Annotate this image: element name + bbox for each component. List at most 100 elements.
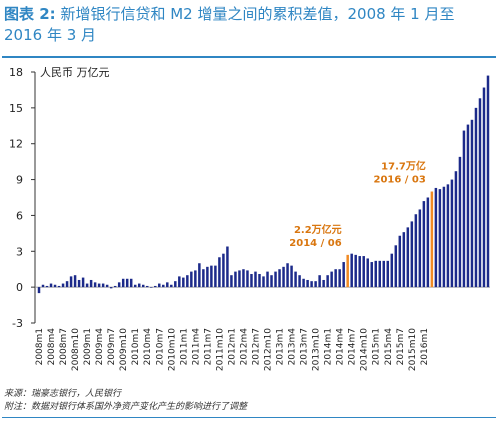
bar (402, 232, 406, 288)
bar (89, 279, 93, 288)
x-tick-label: 2010m7 (155, 328, 165, 365)
bar (354, 254, 357, 288)
bar (318, 275, 321, 288)
adjustment-note: 附注：数据对银行体系国外净资产变化产生的影响进行了调整 (4, 402, 248, 412)
bar (422, 201, 426, 288)
bar (382, 260, 386, 288)
bar (37, 287, 41, 294)
bar (294, 271, 297, 288)
bar (370, 262, 373, 288)
bar (218, 257, 221, 288)
x-tick-label: 2008m7 (59, 328, 69, 365)
bar (69, 276, 73, 288)
bar (418, 209, 422, 288)
bar (486, 75, 490, 288)
y-tick-label: 3 (16, 245, 23, 258)
bar (45, 285, 49, 288)
bar (470, 119, 474, 288)
bar (250, 273, 253, 288)
bar (398, 235, 402, 288)
y-tick-label: 0 (16, 281, 23, 294)
bar (254, 271, 257, 288)
bar (101, 283, 105, 288)
highlight-bar (430, 191, 434, 288)
bar (154, 285, 157, 288)
bar (302, 278, 305, 288)
bar (198, 263, 201, 288)
y-axis-label: 人民币 万亿元 (40, 66, 110, 79)
x-tick-label: 2012m7 (251, 328, 261, 365)
x-tick-label: 2011m7 (203, 328, 213, 365)
bar (390, 253, 394, 288)
bar (466, 124, 470, 288)
bar (206, 266, 209, 288)
title-prefix: 图表 2: (4, 5, 56, 23)
x-tick-label: 2015m1 (372, 328, 382, 365)
bar (322, 279, 325, 288)
x-tick-label: 2009m4 (95, 328, 105, 366)
bar (306, 279, 309, 288)
bar (414, 214, 418, 288)
bar (266, 271, 269, 288)
bar (358, 256, 361, 288)
bar (81, 277, 85, 288)
bar (97, 283, 101, 288)
y-tick-label: -3 (12, 317, 23, 330)
bar (326, 275, 329, 288)
bar (290, 265, 293, 288)
x-tick-label: 2009m1 (83, 328, 93, 365)
x-tick-label: 2014m1 (324, 328, 334, 365)
x-tick-label: 2010m4 (143, 328, 153, 366)
x-tick-label: 2008m10 (71, 328, 81, 371)
highlight-bar (346, 254, 349, 288)
bar (41, 284, 45, 288)
bar (166, 282, 169, 288)
chart-bars (37, 75, 490, 294)
bar (121, 278, 125, 288)
x-tick-label: 2015m10 (408, 328, 418, 371)
bar (242, 269, 245, 288)
bar (366, 258, 369, 288)
bar (342, 262, 345, 288)
bar (378, 260, 381, 288)
bar (338, 269, 341, 288)
bar (222, 253, 225, 288)
bar (146, 285, 149, 288)
bar (310, 281, 313, 288)
bar (150, 287, 153, 288)
bar (270, 275, 273, 288)
bottom-divider (2, 417, 496, 418)
x-tick-label: 2011m1 (179, 328, 189, 365)
bar (93, 282, 97, 288)
x-tick-label: 2009m10 (119, 328, 129, 371)
bar (362, 256, 365, 288)
bar (190, 271, 193, 288)
bar (182, 277, 185, 288)
bar (394, 245, 398, 288)
bar (314, 281, 317, 288)
chart-labels: 2008m1 2008m4 2008m7 2008m10 2009m1 2009m4 200… (35, 160, 430, 372)
x-tick-label: 2009m7 (107, 328, 117, 365)
bar (133, 284, 137, 288)
annotation-date: 2014 / 06 (289, 238, 341, 249)
bar (262, 276, 265, 288)
bar (162, 284, 165, 288)
x-tick-label: 2013m7 (300, 328, 310, 365)
bar (141, 284, 145, 288)
x-tick-label: 2016m1 (420, 328, 430, 365)
bar (426, 197, 430, 288)
annotation-value: 17.7万亿 (381, 160, 426, 173)
bar (446, 184, 450, 288)
bar (194, 270, 197, 288)
chart-notes: 来源：瑞豪志银行，人民银行 附注：数据对银行体系国外净资产变化产生的影响进行了调… (4, 388, 247, 414)
bar (274, 271, 277, 288)
bar (386, 260, 390, 288)
title-text: 新增银行信贷和 M2 增量之间的累积差值，2008 年 1 月至 2016 年 … (4, 5, 455, 44)
bar (238, 270, 241, 288)
bar (406, 227, 410, 288)
x-tick-label: 2010m10 (167, 328, 177, 371)
x-tick-label: 2011m4 (191, 328, 201, 366)
x-tick-label: 2013m10 (312, 328, 322, 371)
bar (85, 283, 89, 288)
